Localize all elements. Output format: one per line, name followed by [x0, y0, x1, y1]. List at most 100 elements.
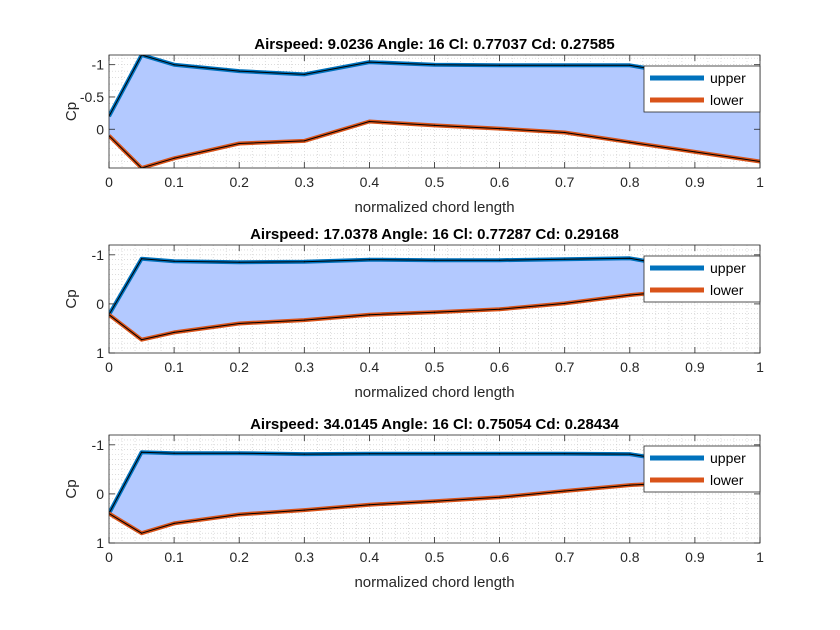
data-point-upper [564, 258, 566, 260]
data-point-upper [629, 453, 631, 455]
x-tick-label: 0.9 [685, 359, 705, 375]
data-point-lower [368, 504, 370, 506]
x-tick-label: 0.6 [490, 359, 510, 375]
x-tick-label: 0.9 [685, 549, 705, 565]
data-point-upper [303, 453, 305, 455]
legend-box [643, 255, 761, 303]
legend-label-lower: lower [710, 92, 744, 108]
legend-label-lower: lower [710, 282, 744, 298]
x-tick-label: 0 [105, 359, 113, 375]
data-point-upper [433, 453, 436, 455]
x-tick-label: 1 [756, 174, 764, 190]
legend-label-upper: upper [710, 450, 746, 466]
y-tick-label: 1 [96, 535, 104, 551]
x-axis-label: normalized chord length [354, 199, 514, 216]
legend-box [643, 445, 761, 493]
plot-content [109, 55, 760, 168]
data-point-upper [368, 259, 370, 261]
data-point-lower [368, 314, 370, 316]
data-point-lower [173, 522, 175, 525]
y-tick-label: 0 [96, 486, 104, 502]
x-tick-label: 0.3 [295, 549, 315, 565]
data-point-upper [173, 260, 175, 262]
series-outline-lower [109, 121, 760, 168]
x-tick-label: 0 [105, 174, 113, 190]
x-tick-label: 0.8 [620, 359, 640, 375]
x-tick-label: 0.2 [229, 174, 249, 190]
chart-title: Airspeed: 17.0378 Angle: 16 Cl: 0.77287 … [250, 226, 619, 243]
x-tick-label: 0.7 [555, 359, 575, 375]
pressure-fill-area [109, 258, 760, 340]
data-point-upper [141, 451, 143, 453]
y-axis-label: Cp [63, 479, 80, 498]
y-tick-label: 0 [96, 121, 104, 137]
chart-title: Airspeed: 9.0236 Angle: 16 Cl: 0.77037 C… [254, 36, 614, 53]
data-point-lower [433, 124, 436, 126]
data-point-upper [141, 258, 143, 260]
series-outline-upper [109, 451, 760, 514]
chart-panel-1: 0 0.1 0.2 0.3 0.4 0.5 0.6 0.7 0.8 0.9 1 -1 -0.5 0 Airs… [63, 36, 764, 216]
data-point-upper [433, 259, 436, 261]
data-point-lower [141, 532, 143, 534]
x-tick-label: 0.2 [229, 549, 249, 565]
data-point-upper [173, 452, 175, 454]
pressure-fill-area [109, 452, 760, 534]
data-point-lower [564, 131, 566, 134]
x-tick-label: 0.5 [425, 174, 445, 190]
data-point-upper [499, 64, 501, 66]
data-point-upper [238, 261, 240, 263]
x-tick-label: 0.1 [164, 549, 184, 565]
series-outline-lower [109, 285, 760, 341]
x-tick-label: 0.8 [620, 549, 640, 565]
x-tick-label: 1 [756, 549, 764, 565]
data-point-lower [238, 142, 240, 145]
y-tick-label: -1 [92, 247, 105, 263]
y-tick-label: -0.5 [80, 89, 104, 105]
data-point-upper [238, 70, 240, 72]
x-tick-label: 0.6 [490, 549, 510, 565]
x-tick-label: 0 [105, 549, 113, 565]
x-tick-label: 0.7 [555, 549, 575, 565]
chart-title: Airspeed: 34.0145 Angle: 16 Cl: 0.75054 … [250, 416, 619, 433]
x-tick-label: 0.6 [490, 174, 510, 190]
chart-panel-2: 0 0.1 0.2 0.3 0.4 0.5 0.6 0.7 0.8 0.9 1-101Airspee… [63, 226, 764, 401]
legend-box [643, 65, 761, 113]
data-point-lower [629, 294, 631, 296]
x-tick-label: 0.5 [425, 549, 445, 565]
y-axis-label: Cp [63, 102, 80, 121]
data-point-lower [238, 322, 240, 325]
data-point-lower [499, 308, 501, 310]
legend-label-upper: upper [710, 70, 746, 86]
data-point-lower [303, 319, 305, 321]
data-point-upper [629, 257, 631, 259]
series-outline-lower [109, 478, 760, 534]
data-point-upper [629, 64, 631, 66]
x-tick-label: 0.5 [425, 359, 445, 375]
data-point-lower [433, 500, 436, 502]
data-point-upper [303, 73, 305, 75]
data-point-upper [368, 453, 370, 455]
data-point-upper [564, 453, 566, 455]
data-point-upper [173, 64, 175, 66]
x-tick-label: 0.4 [360, 549, 380, 565]
y-tick-label: 1 [96, 345, 104, 361]
data-point-lower [303, 509, 305, 511]
chart-panel-3: 0 0.1 0.2 0.3 0.4 0.5 0.6 0.7 0.8 0.9 1-101Airspee… [63, 416, 764, 591]
data-point-upper [368, 61, 370, 63]
x-tick-label: 0.1 [164, 359, 184, 375]
y-axis-label: Cp [63, 289, 80, 308]
data-point-lower [499, 496, 501, 498]
x-tick-label: 0.2 [229, 359, 249, 375]
x-tick-label: 0.4 [360, 359, 380, 375]
data-point-lower [564, 490, 566, 492]
plot-content [109, 256, 760, 342]
legend-label-upper: upper [710, 260, 746, 276]
x-tick-label: 0.8 [620, 174, 640, 190]
series-outline-upper [109, 257, 760, 315]
data-point-lower [433, 311, 436, 313]
x-tick-label: 1 [756, 359, 764, 375]
data-point-upper [499, 259, 501, 261]
plot-content [109, 450, 760, 536]
x-axis-label: normalized chord length [354, 574, 514, 591]
